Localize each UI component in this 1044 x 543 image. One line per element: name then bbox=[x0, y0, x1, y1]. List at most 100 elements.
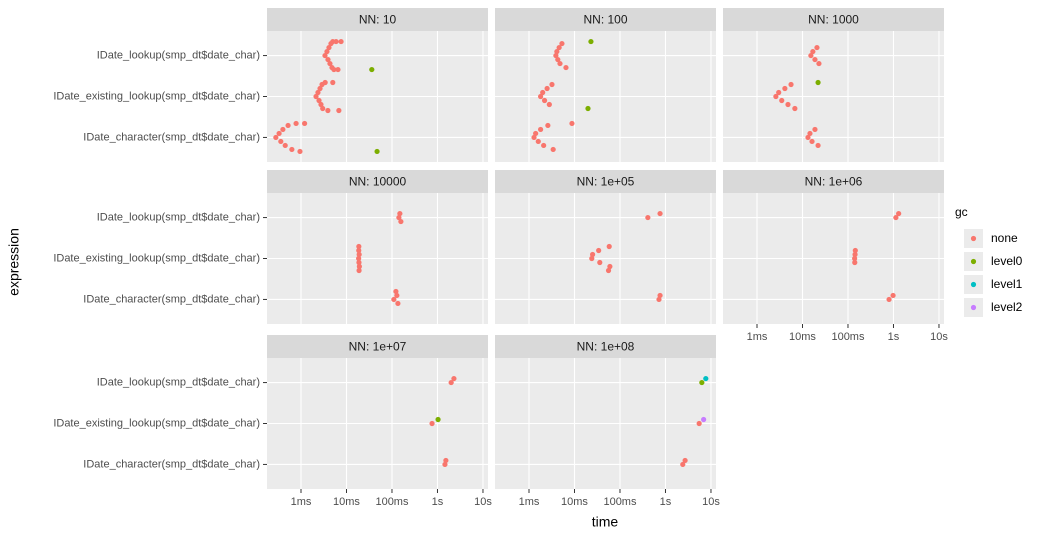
legend-marker bbox=[970, 281, 977, 288]
y-axis-title: expression bbox=[6, 228, 22, 296]
point bbox=[533, 130, 539, 137]
point bbox=[699, 379, 705, 386]
point bbox=[442, 461, 448, 468]
point bbox=[557, 60, 563, 67]
point bbox=[555, 56, 561, 63]
point bbox=[896, 210, 902, 217]
point bbox=[395, 300, 401, 307]
point bbox=[656, 296, 662, 303]
point bbox=[569, 120, 575, 127]
point bbox=[657, 210, 663, 217]
point bbox=[785, 101, 791, 108]
x-tick-label: 1s bbox=[660, 496, 672, 508]
point bbox=[443, 457, 449, 464]
strip bbox=[267, 335, 488, 358]
point bbox=[852, 251, 858, 258]
point bbox=[448, 379, 454, 386]
point bbox=[550, 146, 556, 153]
y-tick-label: IDate_lookup(smp_dt$date_char) bbox=[97, 49, 260, 61]
y-tick-label: IDate_existing_lookup(smp_dt$date_char) bbox=[53, 90, 260, 102]
point bbox=[356, 251, 362, 258]
point bbox=[338, 38, 344, 45]
point bbox=[356, 247, 362, 254]
point bbox=[396, 214, 402, 221]
point bbox=[280, 126, 286, 133]
x-tick-label: 1s bbox=[888, 331, 900, 343]
legend-marker bbox=[970, 304, 977, 311]
strip bbox=[495, 170, 716, 193]
y-tick-label: IDate_existing_lookup(smp_dt$date_char) bbox=[53, 417, 260, 429]
legend-marker bbox=[970, 258, 977, 265]
x-tick-label: 1ms bbox=[747, 331, 768, 343]
point bbox=[886, 296, 892, 303]
strip-title: NN: 10 bbox=[359, 13, 397, 27]
x-tick-label: 10ms bbox=[789, 331, 816, 343]
point bbox=[554, 48, 560, 55]
legend-label: level2 bbox=[991, 300, 1023, 314]
legend-title: gc bbox=[955, 205, 968, 219]
point bbox=[435, 416, 441, 423]
point bbox=[549, 81, 555, 88]
point bbox=[356, 259, 362, 266]
point bbox=[776, 89, 782, 96]
strip bbox=[723, 8, 944, 31]
point bbox=[327, 60, 333, 67]
y-tick-label: IDate_existing_lookup(smp_dt$date_char) bbox=[53, 252, 260, 264]
x-tick-label: 10ms bbox=[561, 496, 588, 508]
point bbox=[810, 48, 816, 55]
point bbox=[273, 134, 279, 141]
legend-marker bbox=[970, 235, 977, 242]
y-tick-label: IDate_character(smp_dt$date_char) bbox=[83, 131, 260, 143]
point bbox=[812, 126, 818, 133]
point bbox=[538, 93, 544, 100]
point bbox=[546, 101, 552, 108]
x-axis-title: time bbox=[592, 514, 619, 530]
point bbox=[285, 122, 291, 129]
strip-title: NN: 1000 bbox=[808, 13, 859, 27]
x-tick-label: 100ms bbox=[603, 496, 637, 508]
x-tick-label: 10ms bbox=[333, 496, 360, 508]
strip-title: NN: 1e+08 bbox=[577, 340, 635, 354]
point bbox=[330, 79, 336, 86]
point bbox=[696, 420, 702, 427]
point bbox=[788, 81, 794, 88]
point bbox=[356, 267, 362, 274]
strip bbox=[723, 170, 944, 193]
point bbox=[779, 97, 785, 104]
point bbox=[805, 134, 811, 141]
point bbox=[680, 461, 686, 468]
point bbox=[324, 48, 330, 55]
point bbox=[808, 52, 814, 59]
point bbox=[606, 243, 612, 250]
point bbox=[815, 142, 821, 149]
point bbox=[852, 255, 858, 262]
point bbox=[356, 263, 362, 270]
point bbox=[276, 130, 282, 137]
y-tick-label: IDate_lookup(smp_dt$date_char) bbox=[97, 376, 260, 388]
point bbox=[559, 40, 565, 47]
point bbox=[356, 243, 362, 250]
point bbox=[325, 56, 331, 63]
point bbox=[538, 126, 544, 133]
point bbox=[703, 375, 709, 382]
x-tick-label: 10s bbox=[474, 496, 492, 508]
point bbox=[816, 60, 822, 67]
y-tick-label: IDate_character(smp_dt$date_char) bbox=[83, 293, 260, 305]
point bbox=[316, 97, 322, 104]
point bbox=[815, 79, 821, 86]
strip-title: NN: 10000 bbox=[349, 175, 407, 189]
point bbox=[369, 66, 375, 73]
strip bbox=[267, 8, 488, 31]
point bbox=[597, 259, 603, 266]
point bbox=[645, 214, 651, 221]
point bbox=[545, 122, 551, 129]
strip-title: NN: 1e+07 bbox=[349, 340, 407, 354]
point bbox=[322, 79, 328, 86]
point bbox=[814, 44, 820, 51]
x-tick-label: 10s bbox=[930, 331, 948, 343]
point bbox=[773, 93, 779, 100]
point bbox=[852, 247, 858, 254]
point bbox=[317, 85, 323, 92]
